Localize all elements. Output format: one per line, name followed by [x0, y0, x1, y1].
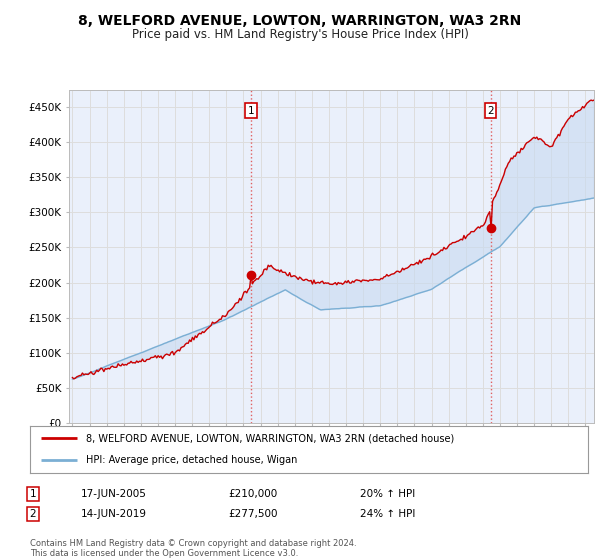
Text: 1: 1: [248, 106, 254, 116]
Text: 17-JUN-2005: 17-JUN-2005: [81, 489, 147, 499]
Text: 8, WELFORD AVENUE, LOWTON, WARRINGTON, WA3 2RN: 8, WELFORD AVENUE, LOWTON, WARRINGTON, W…: [79, 14, 521, 28]
Text: 20% ↑ HPI: 20% ↑ HPI: [360, 489, 415, 499]
Text: £277,500: £277,500: [228, 509, 277, 519]
Text: Price paid vs. HM Land Registry's House Price Index (HPI): Price paid vs. HM Land Registry's House …: [131, 28, 469, 41]
Text: 2: 2: [487, 106, 494, 116]
Text: 14-JUN-2019: 14-JUN-2019: [81, 509, 147, 519]
Text: 1: 1: [29, 489, 37, 499]
Text: HPI: Average price, detached house, Wigan: HPI: Average price, detached house, Wiga…: [86, 455, 297, 465]
Text: 2: 2: [29, 509, 37, 519]
Text: 8, WELFORD AVENUE, LOWTON, WARRINGTON, WA3 2RN (detached house): 8, WELFORD AVENUE, LOWTON, WARRINGTON, W…: [86, 433, 454, 444]
Text: 24% ↑ HPI: 24% ↑ HPI: [360, 509, 415, 519]
Text: Contains HM Land Registry data © Crown copyright and database right 2024.
This d: Contains HM Land Registry data © Crown c…: [30, 539, 356, 558]
Text: £210,000: £210,000: [228, 489, 277, 499]
